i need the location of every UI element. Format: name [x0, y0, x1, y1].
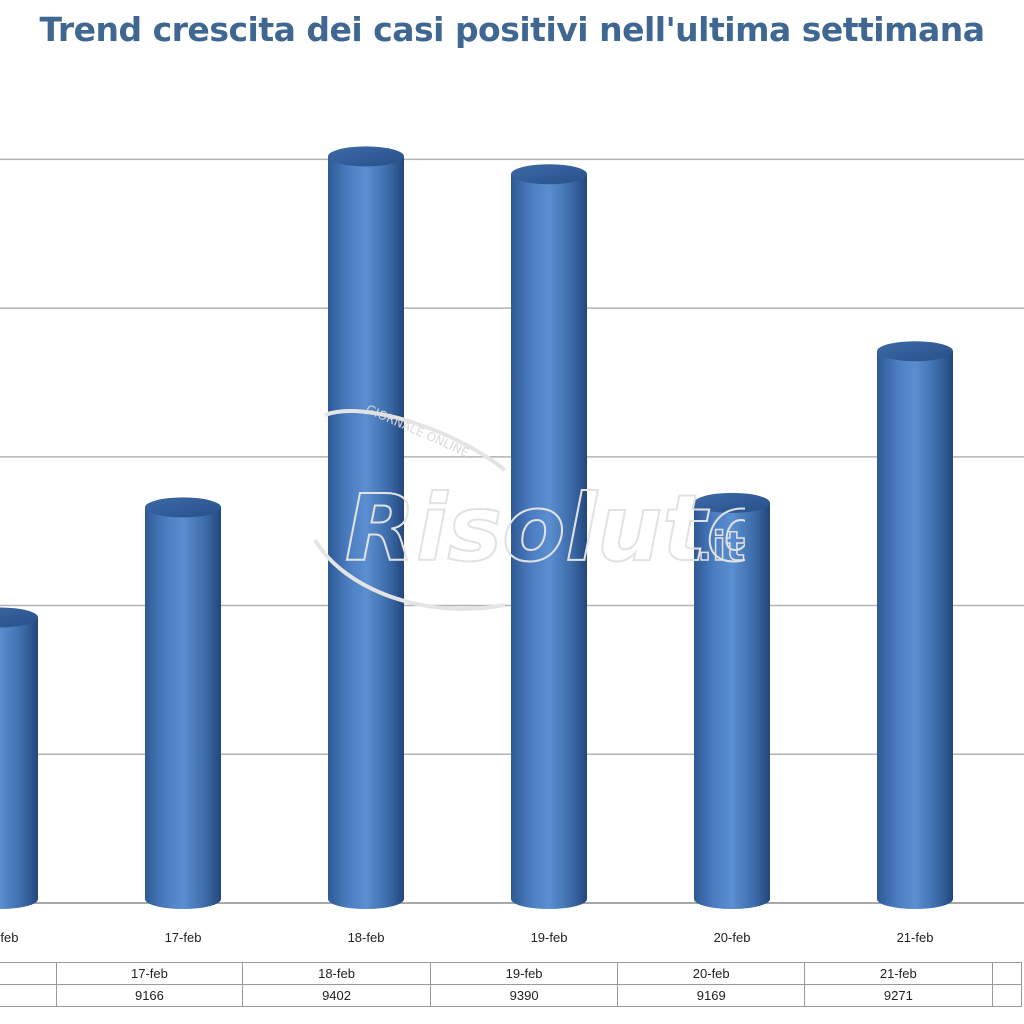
table-header-cell — [0, 962, 57, 985]
bar-body — [877, 351, 953, 910]
table-value-cell: 9271 — [804, 984, 993, 1007]
x-tick-label: 19-feb — [531, 930, 568, 945]
table-header-cell: 17-feb — [55, 962, 244, 985]
bar-top-cap — [694, 492, 770, 513]
table-value-row: 9166 9402 9390 9169 9271 — [0, 984, 1023, 1007]
table-header-cell: 20-feb — [617, 962, 806, 985]
x-tick-label: 21-feb — [897, 930, 934, 945]
table-header-cell: 19-feb — [429, 962, 619, 985]
bar-top-cap — [511, 164, 587, 185]
watermark-brand: Risoluto — [345, 475, 745, 582]
chart-title: Trend crescita dei casi positivi nell'ul… — [39, 10, 985, 49]
table-header-cell — [991, 962, 1023, 985]
bar-body — [145, 507, 221, 909]
bar-18-feb — [328, 146, 404, 909]
table-value-cell — [0, 984, 57, 1007]
x-tick-label: 18-feb — [348, 930, 385, 945]
table-value-cell: 9402 — [242, 984, 431, 1007]
table-value-cell: 9166 — [55, 984, 244, 1007]
bar-19-feb — [511, 164, 587, 910]
table-value-cell: 9169 — [617, 984, 806, 1007]
watermark-domain: .it — [697, 524, 745, 570]
bar-20-feb — [694, 492, 770, 909]
bar-17-feb — [145, 497, 221, 909]
x-tick-label: 20-feb — [714, 930, 751, 945]
watermark-swoosh — [313, 409, 507, 611]
bar-body — [511, 174, 587, 910]
table-header-row: 17-feb 18-feb 19-feb 20-feb 21-feb — [0, 962, 1023, 985]
bar-body — [0, 617, 38, 909]
x-tick-label: 16-feb — [0, 930, 18, 945]
watermark-logo-svg: GIORNALE ONLINE Risoluto .it — [313, 402, 771, 611]
watermark-top-text: GIORNALE ONLINE — [364, 402, 471, 460]
bar-top-cap — [145, 497, 221, 518]
bar-16-feb — [0, 607, 38, 909]
bar-top-cap — [0, 607, 38, 628]
table-header-cell: 21-feb — [804, 962, 993, 985]
bars — [0, 146, 953, 910]
table-value-cell — [991, 984, 1023, 1007]
bar-top-cap — [328, 146, 404, 167]
bar-body — [328, 156, 404, 909]
x-tick-labels: 16-feb 17-feb 18-feb 19-feb 20-feb 21-feb — [0, 930, 933, 945]
table-value-cell: 9390 — [429, 984, 619, 1007]
bar-top-cap — [877, 341, 953, 362]
table-header-cell: 18-feb — [242, 962, 431, 985]
bar-body — [694, 502, 770, 909]
bar-21-feb — [877, 341, 953, 910]
data-table: 17-feb 18-feb 19-feb 20-feb 21-feb 9166 9402 9… — [0, 962, 1023, 1007]
watermark-logo: GIORNALE ONLINE Risoluto .it — [305, 390, 771, 630]
x-tick-label: 17-feb — [165, 930, 202, 945]
